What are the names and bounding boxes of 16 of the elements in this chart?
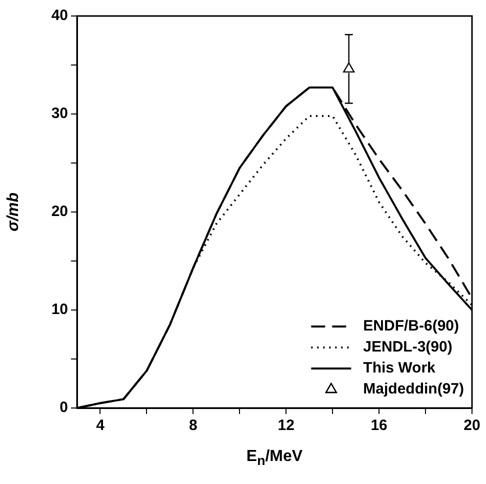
x-axis-title: E$_{n}$/MeV [245,448,304,468]
x-tick-label: 4 [96,417,106,434]
y-tick-label: 30 [51,105,68,122]
y-tick-label: 20 [51,203,68,220]
y-tick-label: 10 [51,301,68,318]
x-tick-label: 16 [370,417,388,434]
y-axis-title: σ/mb [5,192,22,232]
legend-label: Majdeddin(97) [363,380,464,398]
y-tick-label: 0 [60,399,68,416]
legend-label: This Work [363,360,436,377]
x-tick-label: 8 [189,417,198,434]
legend-label: ENDF/B-6(90) [363,318,460,335]
x-tick-label: 20 [464,417,480,434]
x-tick-label: 12 [278,417,294,434]
legend-label: JENDL-3(90) [363,338,452,356]
y-tick-label: 40 [51,7,68,24]
